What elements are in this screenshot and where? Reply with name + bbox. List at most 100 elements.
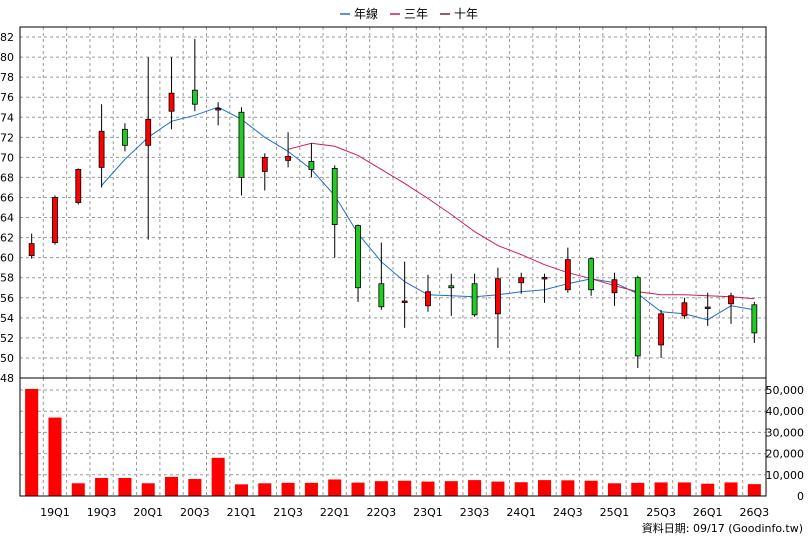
candle-body <box>471 283 478 316</box>
volume-bar <box>351 482 365 496</box>
price-tick-label: 62 <box>0 232 14 245</box>
x-tick-label: 20Q3 <box>180 506 210 519</box>
candle-body <box>215 108 222 111</box>
price-grid <box>20 27 766 378</box>
volume-tick-label: 10,000 <box>766 469 805 482</box>
x-tick-label: 21Q3 <box>273 506 303 519</box>
volume-bar <box>95 477 109 496</box>
candle-body <box>122 128 128 146</box>
price-tick-label: 60 <box>0 252 14 265</box>
x-tick-label: 23Q1 <box>413 506 443 519</box>
legend-label-3: 十年 <box>454 7 478 21</box>
price-tick-label: 74 <box>0 111 14 124</box>
volume-bar <box>538 480 552 496</box>
x-axis: 19Q1 19Q3 20Q1 20Q3 21Q1 21Q3 22Q1 22Q3 23Q1 23Q3… <box>40 506 769 519</box>
volume-bar <box>258 483 272 496</box>
x-tick-label: 22Q3 <box>367 506 397 519</box>
x-tick-label: 22Q1 <box>320 506 350 519</box>
candle-body <box>378 283 385 308</box>
volume-bar <box>724 482 738 496</box>
candle-body <box>704 306 711 309</box>
volume-bar <box>141 483 155 496</box>
volume-bar <box>701 483 715 496</box>
candle-body <box>238 111 245 178</box>
volume-axis: 50,000 40,000 30,000 20,000 10,000 0 <box>766 384 805 503</box>
volume-bar <box>48 417 62 496</box>
candle-body <box>285 155 291 161</box>
price-tick-label: 78 <box>0 71 14 84</box>
volume-bar <box>607 483 621 496</box>
candlesticks <box>28 39 758 368</box>
volume-bar <box>165 476 179 496</box>
volume-bar <box>747 484 761 496</box>
legend: 年線 三年 十年 <box>340 6 478 21</box>
candle-body <box>541 277 548 280</box>
candle-body <box>448 285 455 289</box>
candle-body <box>634 277 641 357</box>
volume-bar <box>444 481 458 496</box>
volume-bar <box>188 479 202 496</box>
volume-bar <box>25 388 39 496</box>
candle-body <box>425 291 431 307</box>
x-tick-label: 21Q1 <box>227 506 257 519</box>
candle-body <box>495 278 501 315</box>
price-tick-label: 80 <box>0 51 14 64</box>
volume-grid <box>20 378 766 496</box>
price-tick-label: 70 <box>0 151 14 164</box>
volume-tick-label: 50,000 <box>766 384 805 397</box>
candle-body <box>355 225 361 289</box>
x-tick-label: 25Q3 <box>646 506 676 519</box>
volume-bar <box>654 482 668 496</box>
price-tick-label: 72 <box>0 131 14 144</box>
volume-bar <box>468 480 482 496</box>
volume-tick-label: 40,000 <box>766 405 805 418</box>
candle-body <box>168 92 175 112</box>
price-tick-label: 48 <box>0 372 14 385</box>
x-tick-label: 19Q1 <box>40 506 70 519</box>
candle-body <box>401 300 408 303</box>
candle-body <box>611 279 618 294</box>
three-year-line <box>287 142 755 300</box>
candle-body <box>331 168 338 225</box>
volume-bar <box>328 479 342 496</box>
volume-tick-label: 30,000 <box>766 426 805 439</box>
x-tick-label: 26Q1 <box>693 506 723 519</box>
legend-label-2: 三年 <box>404 7 428 21</box>
price-tick-label: 76 <box>0 91 14 104</box>
candle-body <box>681 302 688 317</box>
x-tick-label: 20Q1 <box>133 506 163 519</box>
volume-tick-label: 0 <box>797 490 804 503</box>
price-tick-label: 58 <box>0 272 14 285</box>
volume-tick-label: 20,000 <box>766 448 805 461</box>
candle-body <box>518 277 525 284</box>
price-tick-label: 50 <box>0 352 14 365</box>
candle-body <box>751 304 758 334</box>
candle-body <box>98 130 105 168</box>
candle-body <box>564 259 571 291</box>
price-tick-label: 64 <box>0 212 14 225</box>
volume-bar <box>514 482 528 496</box>
candle-body <box>261 156 268 172</box>
price-tick-label: 56 <box>0 292 14 305</box>
price-tick-label: 54 <box>0 312 14 325</box>
volume-bars <box>25 388 761 496</box>
volume-bar <box>71 483 85 496</box>
price-tick-label: 52 <box>0 332 14 345</box>
volume-bar <box>421 481 435 496</box>
volume-bar <box>584 480 598 496</box>
volume-bar <box>398 480 412 496</box>
x-tick-label: 23Q3 <box>460 506 490 519</box>
x-tick-label: 24Q3 <box>553 506 583 519</box>
candle-body <box>52 197 58 244</box>
x-tick-label: 25Q1 <box>600 506 630 519</box>
candle-body <box>28 243 35 257</box>
x-tick-label: 24Q1 <box>506 506 536 519</box>
volume-bar <box>304 482 318 496</box>
price-tick-label: 82 <box>0 31 14 44</box>
x-tick-label: 26Q3 <box>740 506 770 519</box>
source-note: 資料日期: 09/17 (Goodinfo.tw) <box>642 521 803 535</box>
price-tick-label: 66 <box>0 191 14 204</box>
candle-body <box>308 160 315 170</box>
legend-label-1: 年線 <box>354 6 378 21</box>
